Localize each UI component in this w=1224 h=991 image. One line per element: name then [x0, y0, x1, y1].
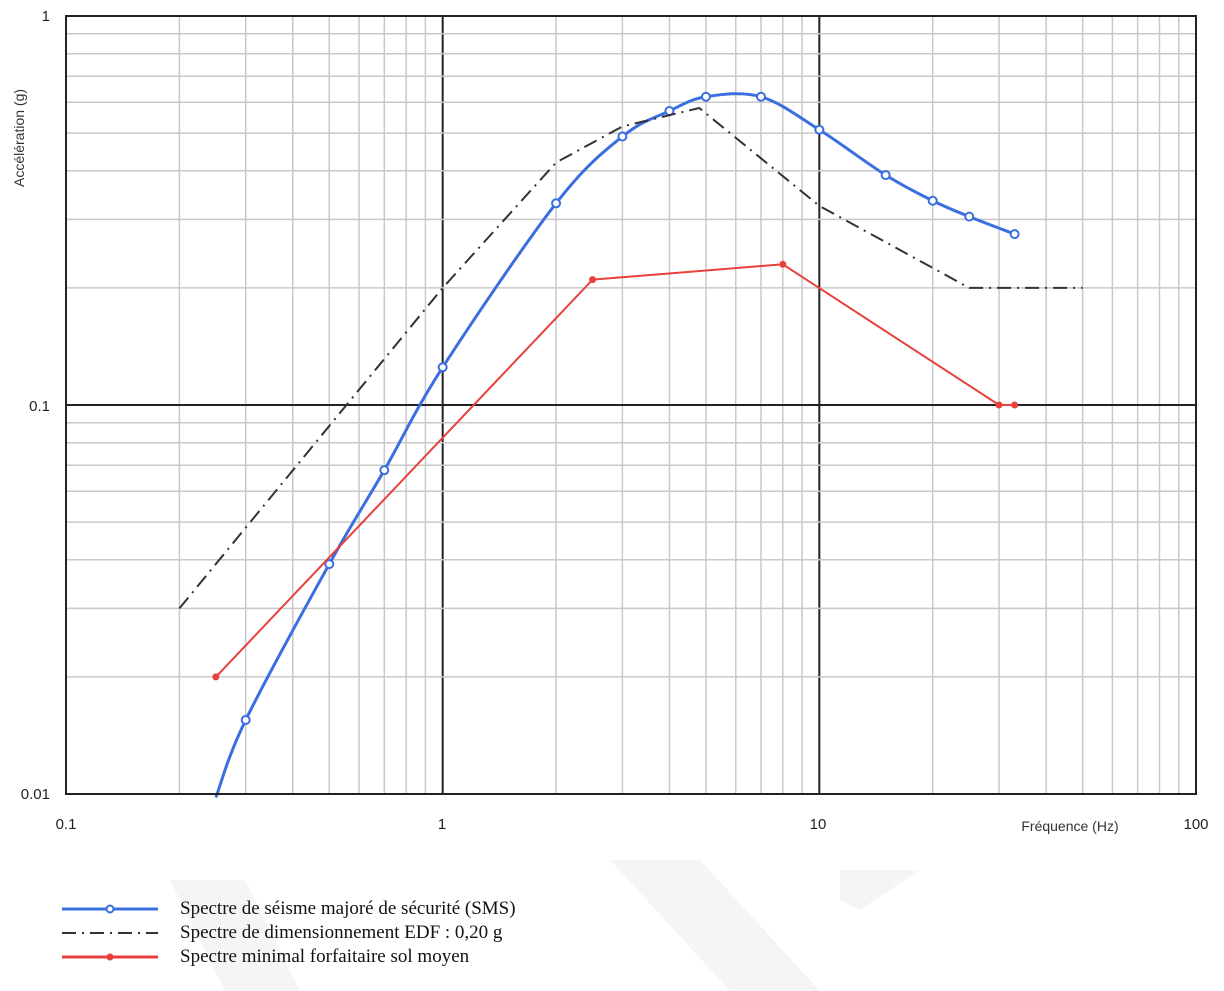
- legend-item-edf: Spectre de dimensionnement EDF : 0,20 g: [60, 921, 516, 945]
- data-point-sms: [240, 714, 251, 725]
- series-line-minimal: [215, 263, 1015, 678]
- series-line-edf: [178, 107, 1083, 610]
- data-point-sms: [324, 559, 335, 570]
- legend-item-sms: Spectre de séisme majoré de sécurité (SM…: [60, 897, 516, 921]
- y-axis-title: Accélération (g): [11, 89, 27, 187]
- legend-label-minimal: Spectre minimal forfaitaire sol moyen: [180, 946, 470, 967]
- series-sms: [214, 91, 1020, 798]
- data-point-minimal: [995, 401, 1003, 409]
- x-tick-label-0-1: 0.1: [56, 816, 77, 833]
- series-line-sms: [214, 92, 1016, 798]
- legend-swatch-dash-dot-icon: [62, 932, 158, 934]
- x-tick-label-1: 1: [438, 816, 446, 833]
- data-point-minimal: [212, 673, 220, 681]
- y-tick-label-1: 1: [42, 8, 50, 25]
- data-point-sms: [964, 211, 975, 222]
- data-point-sms: [617, 131, 628, 142]
- legend-item-minimal: Spectre minimal forfaitaire sol moyen: [60, 945, 516, 969]
- chart-series: [178, 91, 1083, 798]
- y-tick-label-0-01: 0.01: [21, 786, 50, 803]
- legend-label-edf: Spectre de dimensionnement EDF : 0,20 g: [180, 922, 503, 943]
- data-point-sms: [700, 91, 711, 102]
- series-minimal: [212, 260, 1019, 681]
- x-axis-title: Fréquence (Hz): [1021, 818, 1118, 834]
- data-point-sms: [927, 195, 938, 206]
- data-point-minimal: [779, 260, 787, 268]
- x-tick-label-100: 100: [1183, 816, 1208, 833]
- data-point-minimal: [589, 276, 597, 284]
- legend-swatch-red-dot-icon: [62, 953, 158, 961]
- chart-legend: Spectre de séisme majoré de sécurité (SM…: [60, 897, 516, 969]
- data-point-sms: [755, 91, 766, 102]
- data-point-minimal: [1011, 401, 1019, 409]
- y-tick-label-0-1: 0.1: [29, 398, 50, 415]
- plot-frame: [65, 15, 1197, 795]
- data-point-sms: [880, 170, 891, 181]
- data-point-sms: [437, 362, 448, 373]
- chart-svg: 1 0.1 0.01 0.1 1 10 100 Fréquence (Hz) A…: [11, 8, 1209, 834]
- series-edf: [178, 107, 1083, 610]
- legend-swatch-blue-circle-icon: [62, 904, 158, 914]
- data-point-sms: [1009, 229, 1020, 240]
- chart-grid: [65, 16, 1196, 795]
- legend-label-sms: Spectre de séisme majoré de sécurité (SM…: [180, 898, 516, 919]
- data-point-sms: [814, 124, 825, 135]
- data-point-sms: [551, 198, 562, 209]
- data-point-sms: [379, 465, 390, 476]
- x-tick-label-10: 10: [810, 816, 827, 833]
